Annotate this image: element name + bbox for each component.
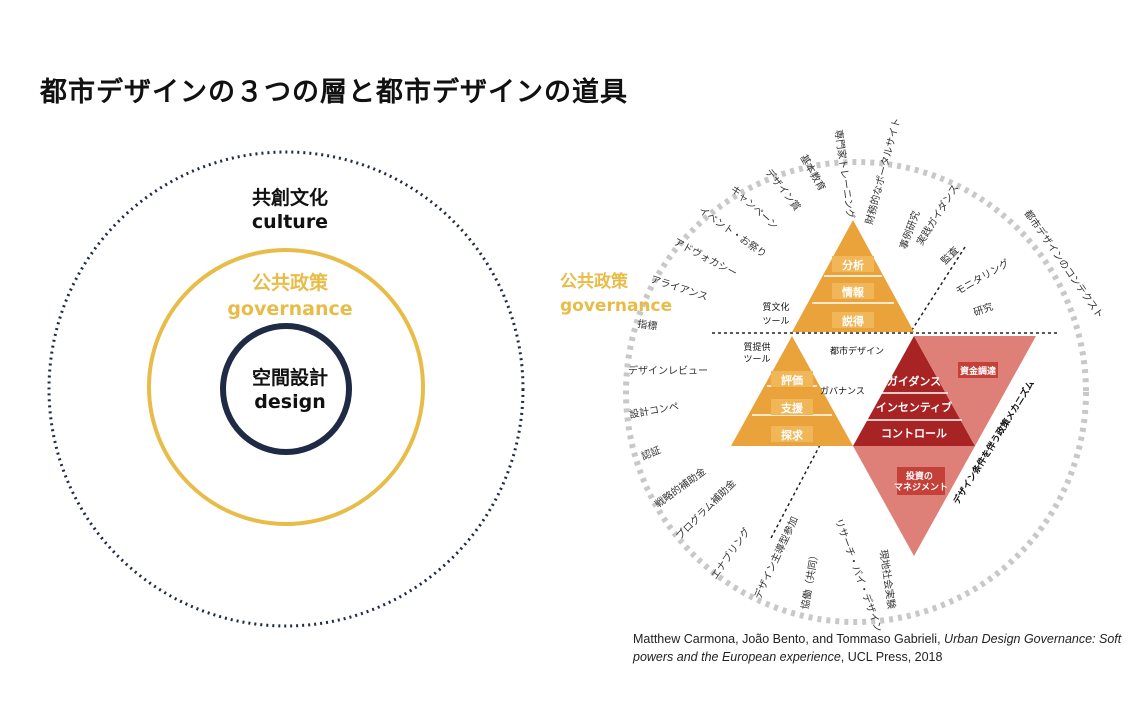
governance-right-en: governance <box>560 296 673 316</box>
citation: Matthew Carmona, João Bento, and Tommaso… <box>633 630 1123 666</box>
outer-label-24: リサーチ・バイ・デザイン <box>832 517 885 634</box>
left-triangle <box>731 336 853 446</box>
center-triangle <box>853 336 975 446</box>
bottom-label-line-2: マネジメント <box>894 482 948 493</box>
outer-label-22: デザイン主導型参加 <box>751 514 801 601</box>
outer-label-23: 協働（共同） <box>798 549 821 610</box>
outer-labels: 専門家トレーニング 財務的なポータルサイト 事例研究 実践ガイダンス 都市デザイ… <box>628 116 1107 634</box>
bottom-label-line-1: 投資の <box>906 470 933 482</box>
bottom-triangle-labels: 投資の マネジメント <box>894 467 948 495</box>
wheel-diagonal-divider <box>909 246 966 334</box>
top-label-3: 説得 <box>842 314 864 328</box>
outer-label-16: デザインレビュー <box>628 364 708 377</box>
label-quality-culture-2: ツール <box>762 317 789 327</box>
right-label-1: 資金調達 <box>960 365 996 377</box>
outer-label-1: 専門家トレーニング <box>832 129 857 220</box>
design-circle <box>220 323 352 455</box>
outer-label-2: 財務的なポータルサイト <box>862 116 903 226</box>
center-label-3: コントロール <box>881 427 947 440</box>
governance-label-en: governance <box>227 298 353 320</box>
page-title: 都市デザインの３つの層と都市デザインの道具 <box>40 77 628 108</box>
top-label-2: 情報 <box>842 285 865 299</box>
top-label-1: 分析 <box>842 258 864 272</box>
center-label-2: インセンティブ <box>876 400 952 414</box>
wheel-outer-ring <box>623 159 1089 625</box>
label-governance: ガバナンス <box>820 386 865 397</box>
culture-label: 共創文化 culture <box>200 186 380 234</box>
outer-label-18: 認証 <box>639 443 662 463</box>
citation-publisher: , UCL Press, 2018 <box>840 650 943 664</box>
citation-book: Urban Design Governance: Soft powers and… <box>633 632 1122 664</box>
design-label: 空間設計 design <box>210 366 370 414</box>
center-triangle-labels: ガイダンス インセンティブ コントロール <box>876 374 952 440</box>
governance-label: 公共政策 governance <box>190 270 390 322</box>
label-quality-provision-1: 質提供 <box>743 341 770 353</box>
outer-label-17: 設計コンペ <box>628 399 679 420</box>
small-labels: 質文化 ツール 質提供 ツール 都市デザイン ガバナンス <box>743 301 884 397</box>
outer-label-6: 監査 <box>938 244 961 267</box>
bottom-label-1: 投資の マネジメント <box>894 470 948 493</box>
governance-label-jp: 公共政策 <box>251 272 328 294</box>
outer-label-7: モニタリング <box>953 256 1011 297</box>
left-triangle-labels: 評価 支援 探求 <box>771 371 813 442</box>
outer-label-21: エナブリング <box>708 525 753 582</box>
label-quality-provision-2: ツール <box>743 355 770 365</box>
design-label-jp: 空間設計 <box>251 367 328 389</box>
governance-circle <box>147 248 425 526</box>
culture-label-jp: 共創文化 <box>251 187 328 209</box>
right-triangle <box>914 336 1036 446</box>
governance-right-jp: 公共政策 <box>560 272 628 292</box>
outer-label-19: 戦略的補助金 <box>652 465 708 511</box>
design-label-en: design <box>254 391 326 413</box>
center-label-1: ガイダンス <box>887 374 941 388</box>
left-label-2: 支援 <box>780 401 804 415</box>
outer-label-13: アドヴォカシー <box>672 235 740 279</box>
outer-label-15: 指標 <box>637 317 659 333</box>
outer-label-11: キャンペーン <box>728 184 780 232</box>
label-urban-design: 都市デザイン <box>830 345 884 357</box>
left-label-3: 探求 <box>781 428 804 442</box>
top-triangle-labels: 分析 情報 説得 <box>832 256 874 328</box>
citation-authors: Matthew Carmona, João Bento, and Tommaso… <box>633 632 945 646</box>
outer-label-9: 基本教育 <box>797 152 828 193</box>
right-triangle-labels: 資金調達 <box>958 362 998 378</box>
outer-label-25: 現地社会実験 <box>877 549 898 610</box>
culture-label-en: culture <box>251 211 329 233</box>
label-quality-culture-1: 質文化 <box>762 301 789 313</box>
outer-label-8: 研究 <box>972 300 995 319</box>
outer-label-5: 都市デザインのコンテクスト <box>1022 207 1107 321</box>
governance-label-right: 公共政策 governance <box>560 270 672 318</box>
culture-circle <box>47 150 525 628</box>
left-label-1: 評価 <box>781 373 803 387</box>
